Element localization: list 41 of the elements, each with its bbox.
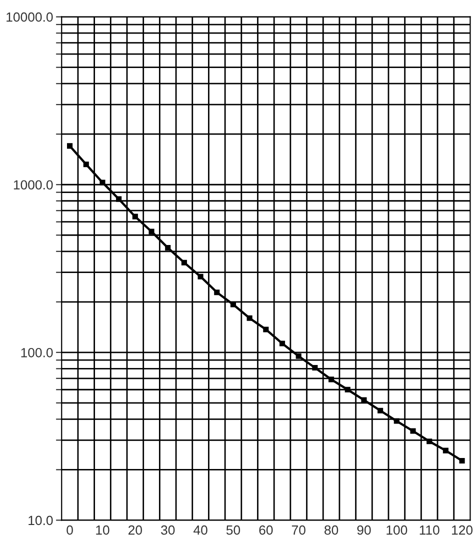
x-tick-label: 80 — [324, 525, 338, 535]
point — [344, 386, 350, 392]
x-tick-label: 50 — [226, 525, 240, 535]
point — [67, 143, 73, 149]
point — [83, 162, 89, 168]
x-tick-label: 60 — [259, 525, 273, 535]
x-tick-label: 120 — [452, 525, 473, 535]
x-tick-label: 100 — [386, 525, 408, 535]
point — [148, 228, 154, 234]
point — [246, 315, 252, 321]
point — [198, 274, 204, 280]
point — [116, 196, 122, 202]
point — [165, 245, 171, 251]
point — [312, 364, 318, 371]
point — [296, 353, 302, 359]
point — [181, 260, 187, 266]
point — [378, 408, 384, 414]
x-tick-label: 10 — [96, 525, 110, 535]
point — [132, 214, 138, 220]
y-tick-label: 10.0 — [28, 516, 53, 526]
point — [410, 428, 416, 434]
y-tick-label: 1000.0 — [14, 180, 53, 190]
point — [328, 376, 334, 382]
point — [214, 290, 220, 296]
x-tick-label: 90 — [357, 525, 371, 535]
y-tick-label: 100.0 — [21, 348, 53, 358]
x-tick-label: 20 — [128, 525, 142, 535]
x-tick-label: 40 — [194, 525, 208, 535]
point — [426, 438, 432, 444]
y-tick-label: 10000.0 — [6, 12, 53, 22]
x-tick-label: 30 — [161, 525, 175, 535]
point — [263, 326, 269, 332]
point — [459, 458, 465, 464]
point — [100, 180, 106, 186]
point — [361, 397, 367, 403]
x-tick-label: 110 — [420, 525, 440, 535]
x-tick-label: 70 — [292, 525, 306, 535]
point — [394, 418, 400, 424]
x-tick-label: 0 — [66, 525, 73, 535]
point — [279, 340, 286, 346]
point — [442, 448, 448, 454]
